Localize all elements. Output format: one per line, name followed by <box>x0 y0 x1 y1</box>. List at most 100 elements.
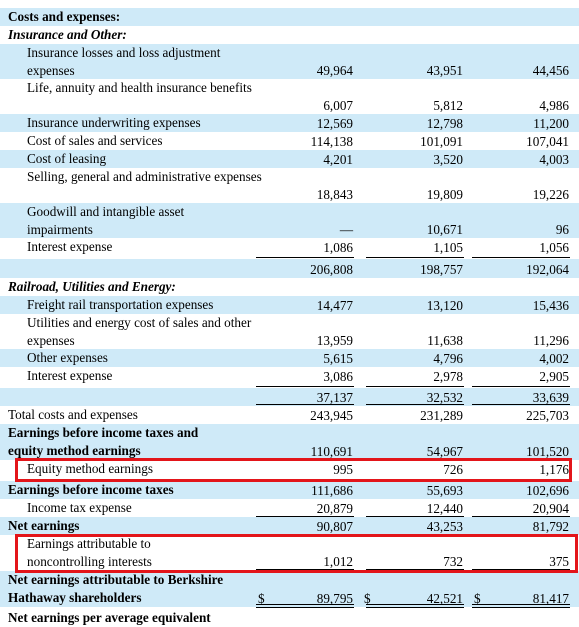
value-col-1: 13,959 <box>316 333 353 348</box>
row-label-cost-of-sales-and-services: Cost of sales and services <box>27 133 163 148</box>
total-rule-col1 <box>256 404 354 405</box>
row-label-net-earnings: Net earnings <box>8 518 80 533</box>
row-label-selling-general-and-administrative-expenses: Selling, general and administrative expe… <box>27 169 262 184</box>
value-col-1: 110,691 <box>310 444 353 459</box>
row-label-goodwill-and-intangible-asset-impairments: Goodwill and intangible asset impairment… <box>27 204 185 237</box>
tax-rule-col2 <box>366 516 464 517</box>
table-row: Net earnings 90,807 43,253 81,792 <box>0 517 579 535</box>
total-rule-col2 <box>366 404 464 405</box>
row-label-equity-method-earnings: Equity method earnings <box>27 461 153 476</box>
value-col-2: 32,532 <box>426 390 463 405</box>
row-label-freight-rail-transportation-expenses: Freight rail transportation expenses <box>27 297 214 312</box>
value-col-2: 19,809 <box>426 187 463 202</box>
table-row: Goodwill and intangible asset impairment… <box>0 203 579 238</box>
row-label-total-costs-and-expenses: Total costs and expenses <box>8 407 138 422</box>
value-col-3: 20,904 <box>532 501 569 516</box>
table-row: 37,137 32,532 33,639 <box>0 388 579 406</box>
nci-rule-col3 <box>472 569 570 570</box>
value-col-2: 10,671 <box>426 222 463 237</box>
value-col-3: 81,792 <box>532 519 569 534</box>
value-col-1: 37,137 <box>316 390 353 405</box>
value-col-1: 49,964 <box>316 63 353 78</box>
value-col-2: 101,091 <box>420 134 463 149</box>
equity-rule-col3 <box>472 479 570 480</box>
table-row: Income tax expense 20,879 12,440 20,904 <box>0 499 579 517</box>
value-col-3: 33,639 <box>532 390 569 405</box>
row-label-interest-expense: Interest expense <box>27 239 113 254</box>
row-label-earnings-before-income-taxes-and-equity-method-earnings: Earnings before income taxes and equity … <box>8 425 199 458</box>
row-label-other-expenses: Other expenses <box>27 350 108 365</box>
value-col-3: 11,200 <box>533 116 569 131</box>
value-col-2: 43,951 <box>426 63 463 78</box>
value-col-3: 2,905 <box>539 369 569 384</box>
table-row: Life, annuity and health insurance benef… <box>0 79 579 114</box>
table-row: Total costs and expenses 243,945 231,289 22… <box>0 406 579 424</box>
value-col-1: 5,615 <box>323 351 353 366</box>
row-label-life-annuity-and-health-insurance-benefits: Life, annuity and health insurance benef… <box>27 80 252 95</box>
table-row: Interest expense 3,086 2,978 2,905 <box>0 367 579 385</box>
value-col-1: 4,201 <box>323 152 353 167</box>
table-row: Earnings before income taxes 111,686 55,69… <box>0 481 579 499</box>
row-label-insurance-losses-and-loss-adjustment-expenses: Insurance losses and loss adjustment exp… <box>27 45 221 78</box>
table-row: Cost of sales and services 114,138 101,091… <box>0 132 579 150</box>
value-col-3: 192,064 <box>526 262 569 277</box>
value-col-3: 102,696 <box>526 483 569 498</box>
value-col-1: 111,686 <box>311 483 353 498</box>
value-col-2: 12,798 <box>426 116 463 131</box>
value-col-2: 4,796 <box>433 351 463 366</box>
value-col-2: 11,638 <box>427 333 463 348</box>
value-col-1: 243,945 <box>310 408 353 423</box>
table-row: Insurance losses and loss adjustment exp… <box>0 44 579 79</box>
value-col-2: 5,812 <box>433 98 463 113</box>
subtotal-rule-col2 <box>366 257 464 258</box>
table-row: Net earnings attributable to Berkshire H… <box>0 571 579 607</box>
table-row: Railroad, Utilities and Energy: <box>0 278 579 296</box>
row-label-insurance-underwriting-expenses: Insurance underwriting expenses <box>27 115 201 130</box>
value-col-1: 3,086 <box>323 369 353 384</box>
currency-symbol: $ <box>364 591 371 606</box>
equity-rule-col2 <box>366 479 464 480</box>
table-row: 206,808 198,757 192,064 <box>0 259 579 278</box>
subtotal-rule-col3 <box>472 386 570 387</box>
value-col-1: 114,138 <box>310 134 353 149</box>
table-row: Earnings before income taxes and equity … <box>0 424 579 460</box>
value-col-2: 55,693 <box>426 483 463 498</box>
total-rule-col3 <box>472 404 570 405</box>
value-col-2: 726 <box>443 462 463 477</box>
value-col-1: 1,012 <box>323 554 353 569</box>
value-col-3: 4,002 <box>539 351 569 366</box>
row-label-utilities-and-energy-cost-of-sales-and-other-expenses: Utilities and energy cost of sales and o… <box>27 315 252 348</box>
table-row: Freight rail transportation expenses 14,4… <box>0 296 579 314</box>
value-col-2: 12,440 <box>426 501 463 516</box>
table-row: Costs and expenses: <box>0 8 579 26</box>
table-row: Insurance underwriting expenses 12,569 12,… <box>0 114 579 132</box>
row-label-costs-and-expenses: Costs and expenses: <box>8 9 121 24</box>
table-row: Interest expense 1,086 1,105 1,056 <box>0 238 579 256</box>
grand-total-double-rule-col1 <box>256 604 354 608</box>
currency-symbol: $ <box>258 591 265 606</box>
value-col-3: 375 <box>549 554 569 569</box>
table-row: Utilities and energy cost of sales and o… <box>0 314 579 349</box>
value-col-2: 198,757 <box>420 262 463 277</box>
value-col-2: 43,253 <box>426 519 463 534</box>
value-col-2: 3,520 <box>433 152 463 167</box>
value-col-3: 11,296 <box>533 333 569 348</box>
value-col-2: 1,105 <box>433 240 463 255</box>
value-col-2: 42,521 <box>426 591 463 606</box>
table-row: Insurance and Other: <box>0 26 579 44</box>
value-col-3: 96 <box>555 222 569 237</box>
value-col-3: 81,417 <box>532 591 569 606</box>
subtotal-rule-col1 <box>256 386 354 387</box>
table-row: Cost of leasing 4,201 3,520 4,003 <box>0 150 579 168</box>
nci-rule-col2 <box>366 569 464 570</box>
value-col-1: 1,086 <box>323 240 353 255</box>
table-row: Other expenses 5,615 4,796 4,002 <box>0 349 579 367</box>
equity-rule-col1 <box>256 479 354 480</box>
value-col-3: 44,456 <box>532 63 569 78</box>
value-col-1: 6,007 <box>323 98 353 113</box>
row-label-railroad-utilities-and-energy: Railroad, Utilities and Energy: <box>8 279 176 294</box>
value-col-1: 89,795 <box>316 591 353 606</box>
tax-rule-col1 <box>256 516 354 517</box>
value-col-3: 19,226 <box>532 187 569 202</box>
value-col-1: 206,808 <box>310 262 353 277</box>
